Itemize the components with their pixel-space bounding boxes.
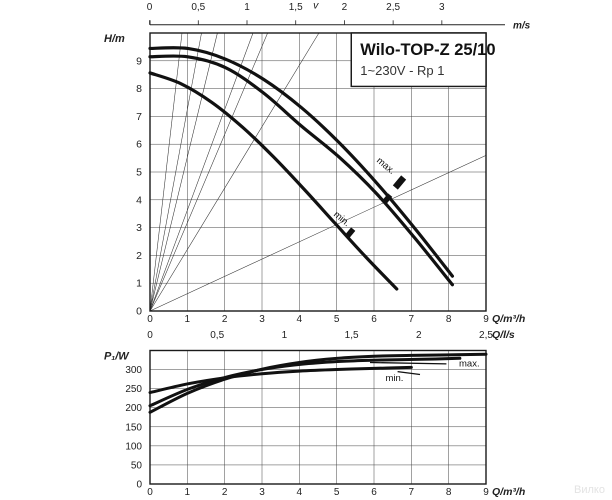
svg-text:5: 5 — [136, 167, 142, 179]
svg-text:3: 3 — [259, 487, 265, 498]
svg-text:300: 300 — [125, 365, 142, 376]
svg-text:Q/l/s: Q/l/s — [492, 329, 515, 341]
svg-text:0: 0 — [147, 330, 153, 341]
svg-text:max.: max. — [374, 155, 397, 177]
svg-text:1: 1 — [136, 278, 142, 290]
svg-text:1: 1 — [185, 314, 191, 325]
svg-text:m/s: m/s — [513, 20, 531, 31]
svg-text:Q/m³/h: Q/m³/h — [492, 313, 525, 325]
svg-text:50: 50 — [131, 460, 143, 471]
svg-text:200: 200 — [125, 403, 142, 414]
svg-text:5: 5 — [334, 487, 340, 498]
svg-text:Wilo-TOP-Z 25/10: Wilo-TOP-Z 25/10 — [360, 41, 495, 59]
svg-text:2: 2 — [342, 2, 348, 13]
svg-text:2: 2 — [416, 330, 422, 341]
svg-text:1: 1 — [282, 330, 288, 341]
svg-text:1: 1 — [244, 2, 250, 13]
svg-text:1~230V - Rp 1: 1~230V - Rp 1 — [360, 63, 444, 78]
svg-text:7: 7 — [409, 487, 415, 498]
svg-text:2: 2 — [222, 487, 228, 498]
svg-text:2,5: 2,5 — [386, 2, 400, 13]
svg-text:1,5: 1,5 — [289, 2, 303, 13]
svg-text:250: 250 — [125, 384, 142, 395]
svg-text:9: 9 — [483, 487, 489, 498]
svg-text:9: 9 — [483, 314, 489, 325]
svg-text:Вилко: Вилко — [574, 484, 605, 496]
svg-text:4: 4 — [136, 194, 142, 206]
svg-text:7: 7 — [409, 314, 415, 325]
svg-text:0: 0 — [136, 306, 142, 318]
svg-text:v: v — [313, 0, 319, 12]
svg-text:max.: max. — [459, 359, 480, 370]
svg-text:H/m: H/m — [104, 33, 125, 45]
svg-text:0: 0 — [147, 314, 153, 325]
svg-text:min.: min. — [331, 209, 352, 229]
svg-text:3: 3 — [136, 222, 142, 234]
svg-text:min.: min. — [386, 373, 404, 384]
svg-text:0: 0 — [147, 2, 153, 13]
svg-text:9: 9 — [136, 55, 142, 67]
svg-text:1: 1 — [185, 487, 191, 498]
svg-text:100: 100 — [125, 441, 142, 452]
svg-text:5: 5 — [334, 314, 340, 325]
svg-text:4: 4 — [297, 314, 303, 325]
svg-text:8: 8 — [446, 487, 452, 498]
svg-text:7: 7 — [136, 111, 142, 123]
svg-text:3: 3 — [259, 314, 265, 325]
svg-text:1,5: 1,5 — [345, 330, 359, 341]
svg-text:3: 3 — [439, 2, 445, 13]
svg-text:6: 6 — [371, 314, 377, 325]
svg-text:2: 2 — [136, 250, 142, 262]
svg-text:0: 0 — [147, 487, 153, 498]
svg-text:8: 8 — [446, 314, 452, 325]
svg-text:8: 8 — [136, 83, 142, 95]
svg-text:P₁/W: P₁/W — [104, 351, 130, 363]
svg-text:0: 0 — [136, 480, 142, 491]
svg-text:0,5: 0,5 — [191, 2, 205, 13]
svg-text:0,5: 0,5 — [210, 330, 224, 341]
svg-text:2: 2 — [222, 314, 228, 325]
svg-text:6: 6 — [371, 487, 377, 498]
svg-text:4: 4 — [297, 487, 303, 498]
svg-text:150: 150 — [125, 422, 142, 433]
svg-text:Q/m³/h: Q/m³/h — [492, 486, 525, 498]
svg-text:6: 6 — [136, 139, 142, 151]
